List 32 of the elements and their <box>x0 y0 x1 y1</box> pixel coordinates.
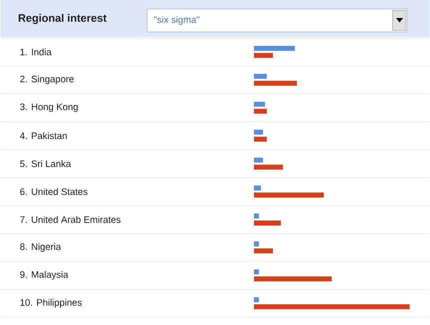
bar <box>254 269 259 274</box>
text: "six sigma" <box>154 16 200 25</box>
y-tick-label: 3. Hong Kong <box>20 103 78 112</box>
text: Regional interest <box>18 14 107 24</box>
bar <box>254 297 259 302</box>
bar <box>254 185 261 190</box>
bar <box>254 74 267 79</box>
y-tick-label: 9. Malaysia <box>20 270 68 280</box>
y-tick-label: 5. Sri Lanka <box>20 160 71 167</box>
bar <box>254 158 263 163</box>
bar <box>254 241 259 246</box>
bar <box>254 248 273 254</box>
y-tick-label: 8. Nigeria <box>20 242 61 252</box>
bar <box>254 108 267 114</box>
bar <box>254 52 273 58</box>
bar <box>254 102 265 107</box>
bar <box>254 276 332 282</box>
bar <box>254 220 281 226</box>
bar <box>254 130 263 135</box>
y-tick-label: 4. Pakistan <box>20 132 67 140</box>
y-tick-label: 10. Philippines <box>20 298 82 308</box>
bar <box>254 304 410 310</box>
y-tick-label: 1. India <box>20 48 52 56</box>
bar <box>254 213 259 218</box>
y-tick-label: 6. United States <box>20 188 88 195</box>
y-tick-label: 7. United Arab Emirates <box>20 216 120 223</box>
y-tick-label: 2. Singapore <box>20 75 74 84</box>
bar <box>254 136 267 142</box>
bar <box>254 80 297 86</box>
bar <box>254 164 283 170</box>
bar <box>254 192 324 198</box>
bar <box>254 46 295 51</box>
